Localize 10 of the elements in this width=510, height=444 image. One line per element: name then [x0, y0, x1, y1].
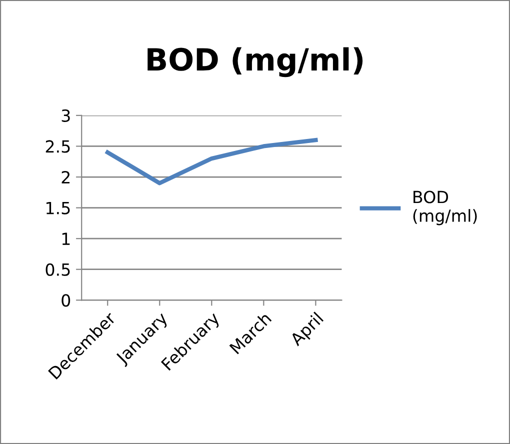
y-tick-label: 2.5 — [46, 140, 70, 153]
y-tick-label: 1.5 — [46, 202, 70, 214]
legend-label: BOD (mg/ml) — [413, 190, 477, 226]
chart-title: BOD (mg/ml) — [148, 47, 363, 78]
y-tick-label: 2 — [62, 170, 70, 184]
y-tick-label: 1 — [62, 232, 70, 245]
y-tick-label: 0 — [62, 294, 70, 307]
line-series — [106, 138, 318, 186]
y-tick-label: 3 — [62, 109, 70, 122]
y-tick-label: 0.5 — [46, 263, 70, 276]
